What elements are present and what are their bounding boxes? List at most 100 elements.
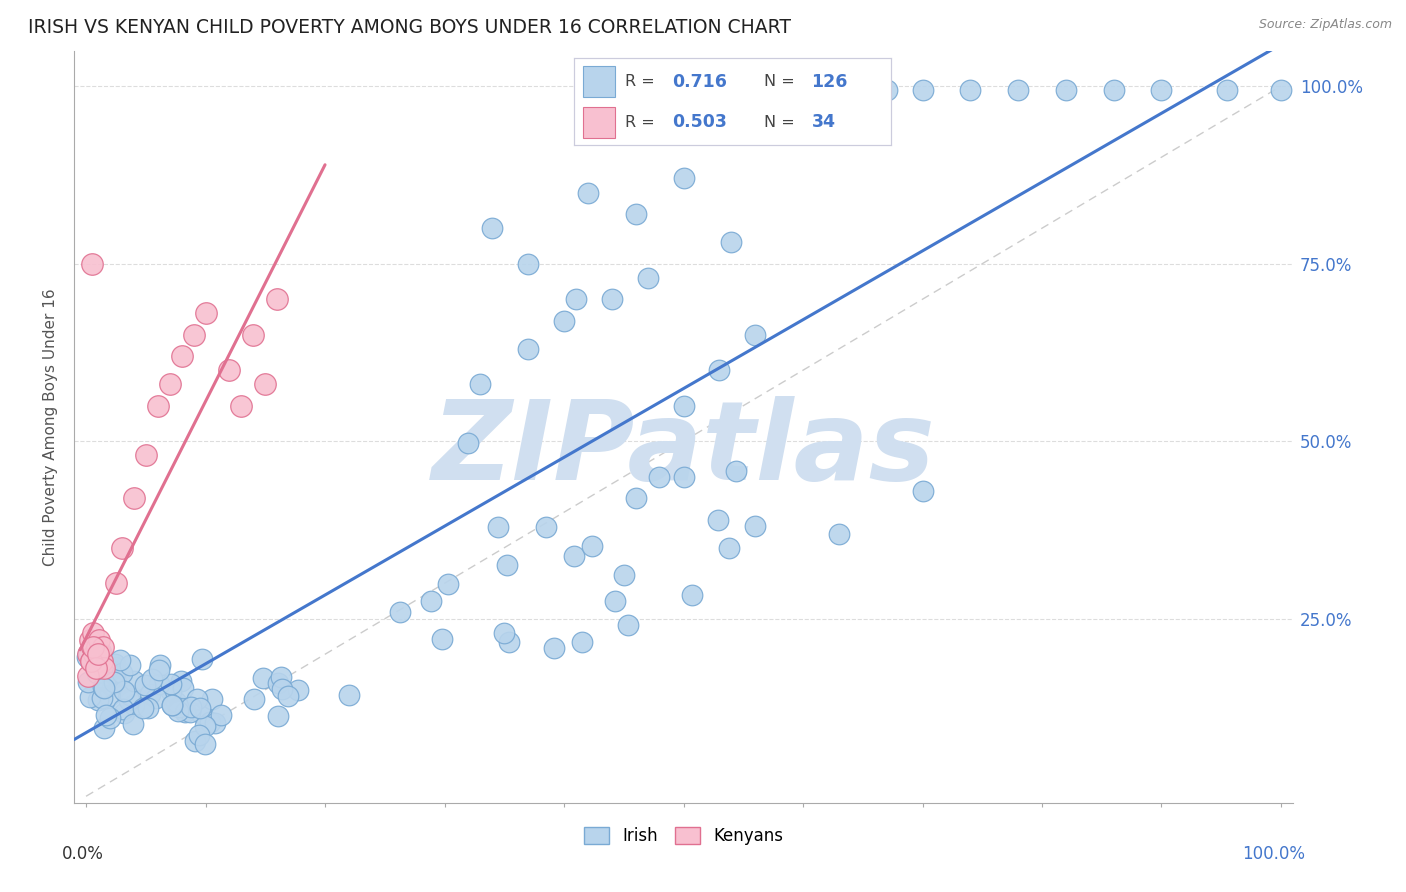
Point — [494, 626, 516, 640]
Point — [160, 698, 183, 713]
Point — [1270, 83, 1292, 97]
Point — [86, 640, 108, 655]
Point — [183, 327, 205, 342]
Point — [564, 549, 586, 563]
Point — [149, 658, 172, 673]
Point — [98, 710, 121, 724]
Point — [120, 657, 142, 672]
Point — [457, 435, 479, 450]
Point — [121, 717, 143, 731]
Point — [124, 673, 146, 688]
Point — [93, 673, 115, 687]
Point — [141, 672, 163, 686]
Point — [79, 690, 101, 705]
Point — [90, 654, 112, 668]
Point — [84, 661, 107, 675]
Point — [517, 342, 540, 356]
Point — [170, 349, 193, 363]
Point — [110, 653, 132, 667]
Y-axis label: Child Poverty Among Boys Under 16: Child Poverty Among Boys Under 16 — [44, 288, 58, 566]
Point — [89, 633, 111, 648]
Point — [101, 672, 124, 686]
Point — [93, 721, 115, 735]
Point — [270, 670, 292, 684]
Point — [89, 661, 111, 675]
Point — [681, 588, 703, 602]
Point — [1102, 83, 1125, 97]
Point — [139, 687, 162, 701]
Point — [266, 292, 288, 306]
Point — [744, 519, 766, 533]
Point — [83, 647, 105, 661]
Point — [672, 399, 695, 413]
Point — [179, 706, 201, 720]
Point — [828, 83, 851, 97]
Point — [111, 666, 134, 681]
Point — [242, 327, 264, 342]
Point — [160, 698, 183, 713]
Point — [82, 640, 104, 655]
Point — [200, 714, 222, 729]
Point — [613, 568, 636, 582]
Point — [437, 577, 460, 591]
Point — [118, 692, 141, 706]
Point — [80, 657, 103, 671]
Point — [89, 657, 111, 671]
Point — [190, 706, 212, 720]
Point — [80, 654, 103, 668]
Point — [517, 257, 540, 271]
Point — [94, 707, 117, 722]
Point — [565, 292, 588, 306]
Point — [97, 689, 120, 703]
Point — [201, 692, 224, 706]
Point — [184, 734, 207, 748]
Point — [77, 675, 100, 690]
Point — [104, 576, 127, 591]
Point — [87, 647, 110, 661]
Point — [756, 83, 779, 97]
Point — [744, 327, 766, 342]
Point — [600, 292, 623, 306]
Point — [266, 676, 288, 690]
Point — [603, 594, 626, 608]
Point — [959, 83, 981, 97]
Point — [93, 661, 115, 675]
Point — [76, 649, 98, 664]
Point — [543, 641, 565, 656]
Point — [112, 701, 135, 715]
Point — [1054, 83, 1077, 97]
Point — [172, 681, 194, 695]
Point — [80, 640, 103, 655]
Point — [180, 700, 202, 714]
Point — [498, 635, 520, 649]
Point — [243, 692, 266, 706]
Point — [174, 705, 197, 719]
Point — [145, 690, 167, 705]
Point — [624, 491, 647, 505]
Point — [120, 694, 142, 708]
Point — [83, 645, 105, 659]
Point — [105, 668, 128, 682]
Point — [187, 728, 209, 742]
Point — [1150, 83, 1173, 97]
Point — [724, 464, 747, 478]
Point — [159, 377, 181, 392]
Point — [112, 684, 135, 698]
Point — [87, 693, 110, 707]
Point — [420, 594, 443, 608]
Point — [136, 700, 159, 714]
Point — [624, 207, 647, 221]
Point — [277, 689, 299, 703]
Point — [167, 704, 190, 718]
Point — [337, 688, 360, 702]
Point — [167, 699, 190, 714]
Point — [160, 683, 183, 698]
Point — [876, 83, 898, 97]
Point — [194, 737, 217, 751]
Point — [101, 678, 124, 692]
Text: 0.0%: 0.0% — [62, 845, 104, 863]
Point — [720, 235, 742, 250]
Point — [77, 647, 100, 661]
Point — [90, 691, 112, 706]
Point — [77, 668, 100, 682]
